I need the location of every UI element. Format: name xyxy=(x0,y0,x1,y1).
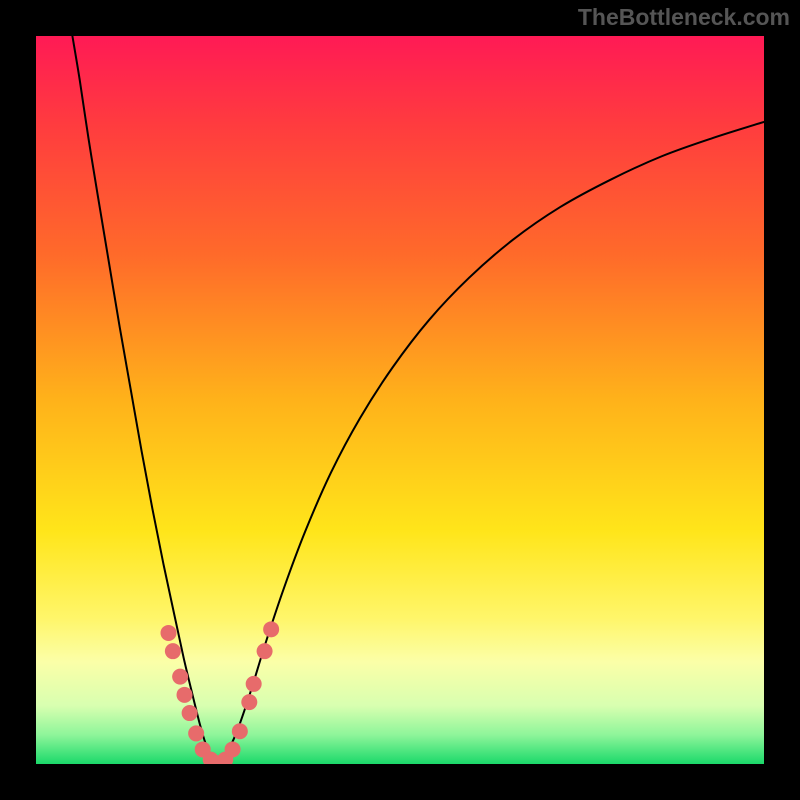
bead-marker xyxy=(232,723,248,739)
bead-marker xyxy=(257,643,273,659)
bead-marker xyxy=(263,621,279,637)
bead-marker xyxy=(172,669,188,685)
bead-marker xyxy=(161,625,177,641)
bead-marker xyxy=(177,687,193,703)
plot-area xyxy=(36,36,764,764)
plot-background xyxy=(36,36,764,764)
bead-marker xyxy=(241,694,257,710)
bead-marker xyxy=(188,725,204,741)
plot-svg xyxy=(36,36,764,764)
watermark-text: TheBottleneck.com xyxy=(578,4,790,31)
bead-marker xyxy=(182,705,198,721)
bead-marker xyxy=(246,676,262,692)
bead-marker xyxy=(165,643,181,659)
chart-container: TheBottleneck.com xyxy=(0,0,800,800)
bead-marker xyxy=(225,741,241,757)
